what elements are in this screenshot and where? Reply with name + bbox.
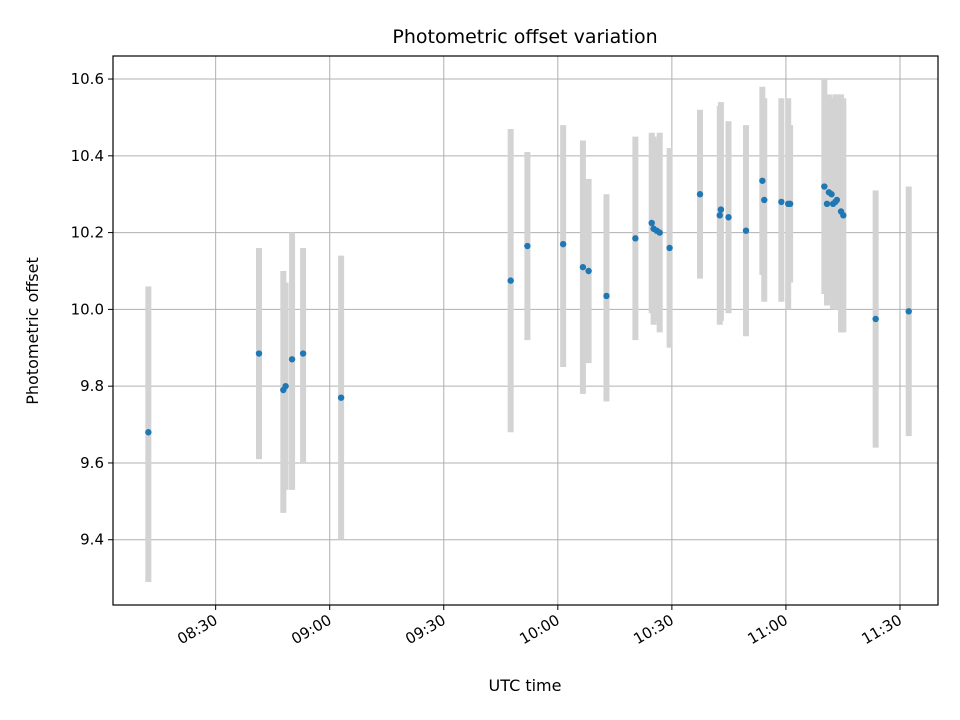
data-point — [585, 268, 591, 274]
x-tick-label: 09:00 — [288, 611, 334, 648]
data-point — [666, 245, 672, 251]
y-tick-label: 9.8 — [80, 377, 104, 395]
data-point — [840, 212, 846, 218]
data-point — [145, 429, 151, 435]
data-point — [560, 241, 566, 247]
data-point — [603, 293, 609, 299]
data-point — [649, 220, 655, 226]
data-point — [821, 183, 827, 189]
data-point — [828, 191, 834, 197]
data-point — [718, 206, 724, 212]
y-tick-label: 10.2 — [71, 224, 104, 242]
x-tick-label: 10:30 — [630, 611, 676, 648]
data-point — [580, 264, 586, 270]
data-point — [282, 383, 288, 389]
y-axis-ticks: 9.4 9.6 9.8 10.0 10.2 10.4 10.6 — [71, 70, 113, 549]
data-point — [338, 394, 344, 400]
data-point — [725, 214, 731, 220]
data-point — [759, 178, 765, 184]
x-tick-label: 09:30 — [402, 611, 448, 648]
x-axis-ticks: 08:30 09:00 09:30 10:00 10:30 11:00 11:30 — [174, 605, 905, 648]
x-tick-label: 11:30 — [859, 611, 905, 648]
x-tick-label: 08:30 — [174, 611, 220, 648]
y-tick-label: 10.6 — [71, 70, 104, 88]
data-point — [787, 201, 793, 207]
data-point — [778, 199, 784, 205]
y-tick-label: 10.0 — [71, 300, 104, 318]
data-point — [524, 243, 530, 249]
data-point — [632, 235, 638, 241]
data-point — [289, 356, 295, 362]
data-point — [906, 308, 912, 314]
data-point — [507, 277, 513, 283]
data-point — [872, 316, 878, 322]
data-point — [743, 227, 749, 233]
x-axis-label: UTC time — [489, 676, 562, 695]
x-tick-label: 10:00 — [516, 611, 562, 648]
error-bars — [148, 79, 908, 582]
y-axis-label: Photometric offset — [23, 257, 42, 405]
data-point — [697, 191, 703, 197]
y-tick-label: 10.4 — [71, 147, 104, 165]
x-tick-label: 11:00 — [744, 611, 790, 648]
chart-title: Photometric offset variation — [392, 26, 657, 48]
y-tick-label: 9.4 — [80, 531, 104, 549]
data-point — [300, 350, 306, 356]
y-tick-label: 9.6 — [80, 454, 104, 472]
data-point — [834, 197, 840, 203]
photometric-offset-chart: 08:30 09:00 09:30 10:00 10:30 11:00 11:30 9.49… — [0, 0, 960, 720]
data-point — [824, 201, 830, 207]
data-point — [717, 212, 723, 218]
data-point — [256, 350, 262, 356]
data-point — [761, 197, 767, 203]
data-point — [657, 229, 663, 235]
